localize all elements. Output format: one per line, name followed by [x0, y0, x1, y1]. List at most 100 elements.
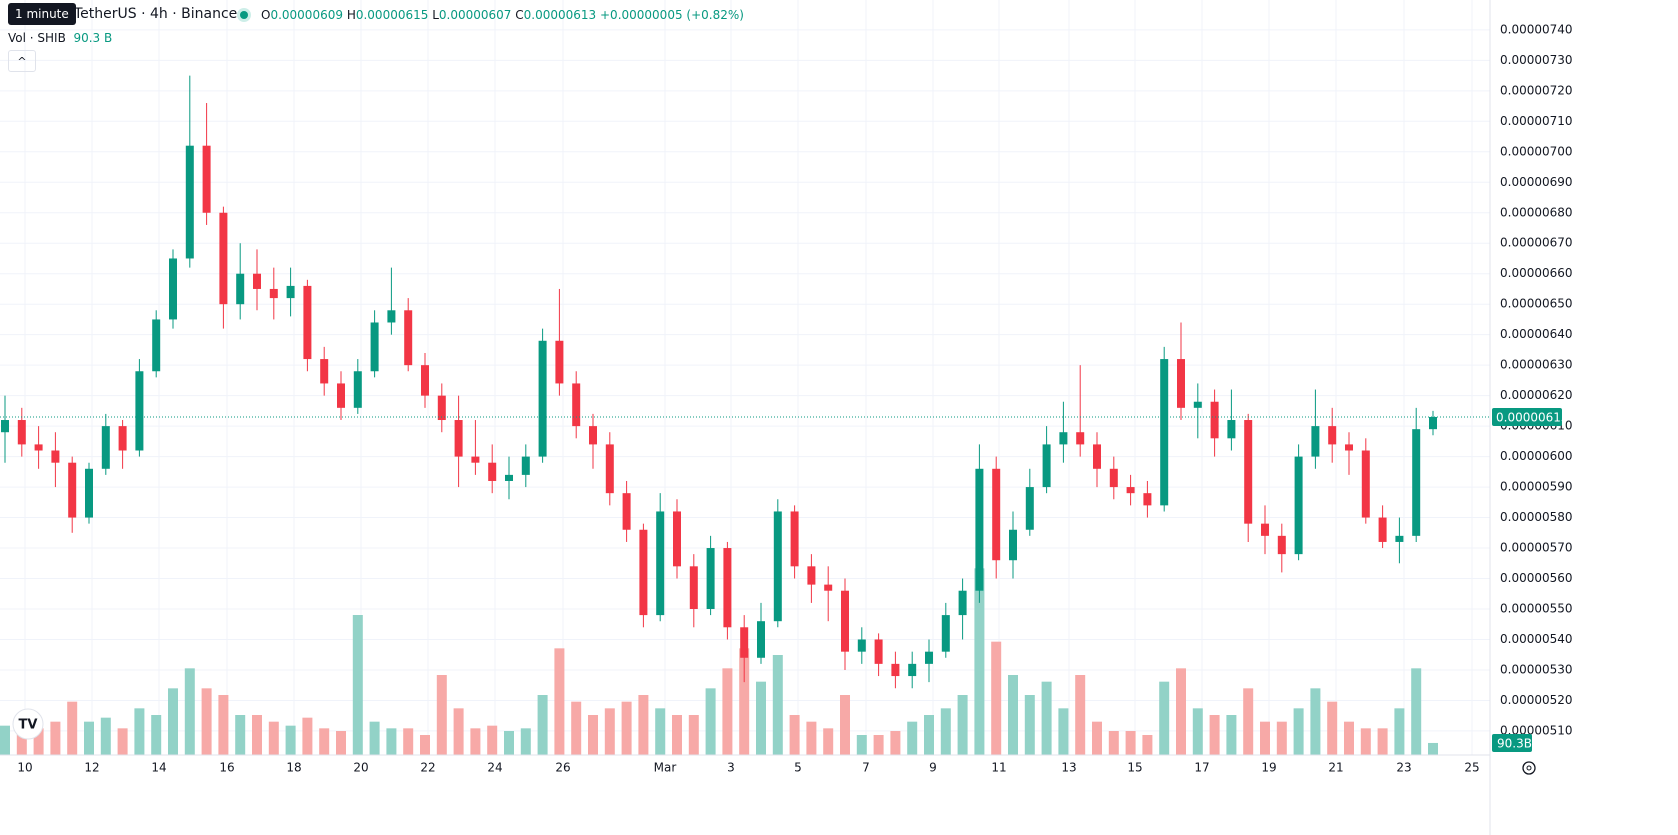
x-tick-label: 7 — [862, 761, 870, 775]
candle-body — [253, 273, 261, 289]
x-tick-label: 13 — [1061, 761, 1076, 775]
x-tick-label: 24 — [487, 761, 502, 775]
candle-body — [1244, 420, 1253, 524]
volume-bar — [420, 735, 430, 755]
volume-bar — [890, 731, 901, 755]
volume-bar — [1024, 695, 1035, 755]
candle-body — [1042, 444, 1051, 488]
volume-bar — [33, 728, 44, 755]
candle-body — [85, 468, 93, 518]
candle-body — [572, 383, 581, 427]
legend-value: 0.00000609 — [270, 8, 343, 22]
volume-bar — [1411, 668, 1422, 755]
x-tick-label: 20 — [353, 761, 368, 775]
candle-body — [1227, 420, 1236, 439]
candle-body — [740, 627, 749, 658]
candle-body — [1076, 432, 1085, 445]
y-tick-label: 0.00000690 — [1500, 175, 1573, 189]
candle-body — [1, 420, 9, 433]
volume-bar — [50, 721, 61, 755]
candle-body — [874, 639, 883, 664]
candle-body — [1328, 426, 1337, 445]
candle-body — [1395, 535, 1404, 542]
volume-bar — [856, 735, 867, 755]
volume-bar — [940, 708, 951, 755]
candle-body — [51, 450, 60, 463]
volume-bar — [369, 721, 380, 755]
candle-body — [320, 359, 329, 384]
candle-body — [925, 651, 933, 664]
candle-body — [68, 462, 77, 518]
volume-bar — [621, 701, 632, 755]
candle-body — [169, 258, 177, 320]
y-tick-label: 0.00000530 — [1500, 662, 1573, 676]
volume-bar — [1226, 715, 1237, 755]
candle-body — [404, 310, 413, 366]
volume-bar — [151, 715, 162, 755]
volume-bar — [772, 655, 783, 755]
candle-body — [891, 663, 900, 677]
candle-body — [1429, 416, 1437, 430]
candle-body — [824, 584, 833, 591]
legend-letter: L — [432, 8, 439, 22]
volume-bar — [1125, 731, 1136, 755]
volume-bar — [1327, 701, 1338, 755]
volume-bar — [453, 708, 464, 755]
volume-bar — [722, 668, 733, 755]
volume-value: 90.3 B — [73, 31, 113, 45]
candle-body — [689, 566, 698, 609]
candle-body — [152, 319, 161, 372]
volume-bar — [672, 715, 682, 755]
volume-bar — [336, 731, 346, 755]
volume-bar — [974, 568, 985, 755]
candle-body — [908, 663, 917, 677]
candle-body — [656, 511, 665, 616]
candle-body — [421, 365, 429, 396]
candle-body — [118, 426, 127, 451]
volume-bar — [470, 728, 481, 755]
collapse-button[interactable]: ^ — [8, 50, 36, 72]
volume-bar — [991, 641, 1002, 755]
candle-body — [1177, 359, 1185, 408]
candle-body — [370, 322, 379, 372]
candle-body — [1210, 401, 1219, 439]
candle-body — [1261, 523, 1269, 536]
volume-bar — [504, 731, 514, 755]
volume-bar — [184, 668, 195, 755]
svg-text:TV: TV — [19, 718, 38, 733]
candle-body — [941, 615, 950, 652]
x-tick-label: 26 — [555, 761, 570, 775]
volume-bar — [134, 708, 145, 755]
volume-bar — [16, 731, 27, 755]
y-tick-label: 0.00000600 — [1500, 449, 1573, 463]
volume-label: 90.3B — [1497, 736, 1532, 750]
legend-letter: O — [261, 8, 271, 22]
volume-bar — [487, 725, 498, 755]
y-tick-label: 0.00000640 — [1500, 327, 1573, 341]
volume-bar — [0, 725, 10, 755]
grid — [0, 0, 1490, 755]
volume-bar — [285, 725, 296, 755]
candle-body — [1277, 535, 1286, 555]
volume-bar — [201, 688, 212, 755]
volume-legend: Vol · SHIB 90.3 B — [8, 31, 112, 45]
candle-body — [1009, 529, 1017, 561]
volume-bar — [117, 728, 128, 755]
volume-bar — [84, 721, 94, 755]
volume-bar — [873, 735, 884, 755]
volume-bar — [235, 715, 246, 755]
x-tick-label: 21 — [1328, 761, 1343, 775]
volume-bar — [806, 721, 817, 755]
volume-bar — [1159, 681, 1170, 755]
candle-body — [1025, 487, 1034, 530]
volume-bar — [957, 695, 968, 755]
ohlc-legend: O0.00000609 H0.00000615 L0.00000607 C0.0… — [261, 8, 744, 22]
y-tick-label: 0.00000550 — [1500, 601, 1573, 615]
x-tick-label: 3 — [727, 761, 735, 775]
settings-icon[interactable] — [1522, 761, 1536, 775]
tooltip: 1 minute — [8, 3, 76, 25]
x-tick-label: 19 — [1261, 761, 1276, 775]
symbol-title[interactable]: TetherUS · 4h · Binance — [74, 6, 238, 22]
volume-bar — [638, 695, 649, 755]
